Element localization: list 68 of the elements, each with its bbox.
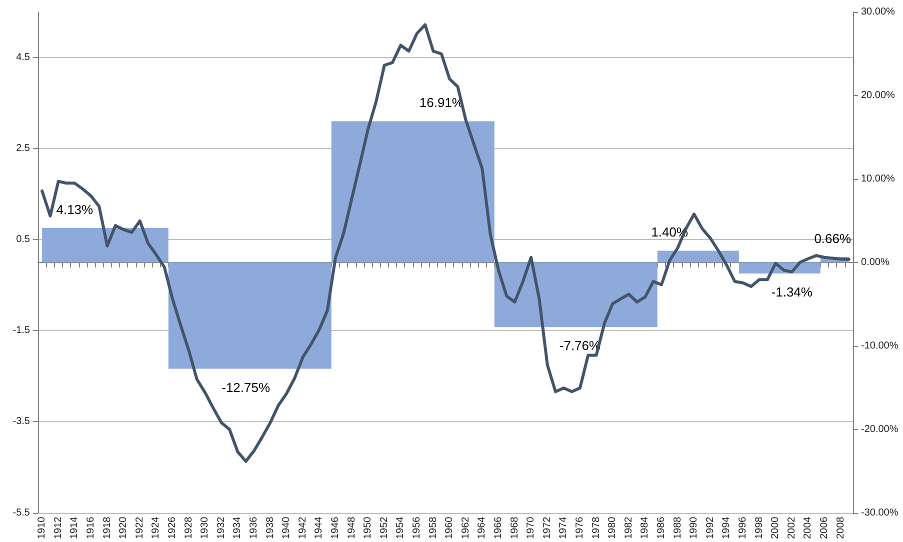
x-tick-label: 2002 bbox=[786, 516, 798, 540]
x-tick-label: 2008 bbox=[835, 516, 846, 540]
x-tick-label: 1936 bbox=[248, 516, 260, 540]
x-tick-label: 1958 bbox=[428, 516, 439, 540]
y-tick-label: 0.5 bbox=[16, 234, 30, 246]
data-label: 0.66% bbox=[814, 230, 852, 246]
y2-tick-label: 10.00% bbox=[861, 173, 896, 184]
data-label: 4.13% bbox=[56, 202, 94, 217]
y-tick-label: -5.5 bbox=[12, 507, 30, 518]
line-series bbox=[40, 23, 850, 463]
x-tick-label: 1950 bbox=[362, 516, 374, 540]
x-tick-label: 1994 bbox=[721, 516, 732, 540]
y-tick-label: 4.5 bbox=[16, 52, 30, 64]
x-tick-label: 1934 bbox=[232, 516, 244, 540]
x-tick-label: 1942 bbox=[297, 516, 308, 540]
x-tick-label: 1996 bbox=[737, 516, 748, 540]
x-tick-label: 2000 bbox=[770, 516, 782, 540]
x-tick-label: 1980 bbox=[607, 516, 618, 540]
x-tick-label: 1970 bbox=[526, 516, 537, 540]
x-tick-label: 1978 bbox=[590, 516, 602, 540]
x-tick-label: 1948 bbox=[346, 516, 358, 540]
x-tick-label: 1990 bbox=[688, 516, 700, 540]
x-tick-label: 1974 bbox=[558, 516, 570, 540]
x-tick-label: 2006 bbox=[818, 516, 830, 540]
x-tick-label: 1966 bbox=[492, 516, 504, 540]
x-tick-label: 1998 bbox=[754, 516, 765, 540]
x-tick-label: 1986 bbox=[656, 516, 667, 540]
y-tick-label: 2.5 bbox=[16, 143, 30, 154]
x-tick-label: 1962 bbox=[460, 516, 472, 540]
x-tick-label: 1918 bbox=[102, 516, 113, 540]
y2-tick-label: -10.00% bbox=[861, 340, 898, 352]
x-tick-label: 1964 bbox=[476, 516, 488, 540]
x-tick-label: 1932 bbox=[216, 516, 227, 540]
x-tick-label: 1992 bbox=[704, 516, 716, 540]
x-tick-label: 1926 bbox=[166, 516, 178, 540]
x-tick-label: 1954 bbox=[395, 516, 406, 540]
x-tick-label: 1988 bbox=[672, 516, 684, 540]
y2-tick-label: 0.00% bbox=[861, 256, 890, 268]
y2-tick-label: 30.00% bbox=[861, 6, 896, 18]
x-tick-label: 1916 bbox=[85, 516, 96, 540]
x-tick-label: 1910 bbox=[36, 516, 48, 540]
x-tick-label: 1928 bbox=[183, 516, 194, 540]
data-label: -12.75% bbox=[222, 380, 270, 395]
y-tick-label: -3.5 bbox=[12, 416, 30, 428]
x-tick-label: 1922 bbox=[134, 516, 146, 540]
x-tick-label: 1912 bbox=[52, 516, 64, 540]
x-tick-label: 1968 bbox=[509, 516, 520, 540]
x-tick-label: 1960 bbox=[444, 516, 456, 540]
x-tick-label: 1946 bbox=[330, 516, 341, 540]
x-tick-label: 1982 bbox=[623, 516, 634, 540]
y-tick-label: -1.5 bbox=[12, 325, 30, 336]
x-tick-label: 1924 bbox=[150, 516, 162, 540]
x-tick-label: 1940 bbox=[281, 516, 292, 540]
y2-tick-label: -20.00% bbox=[861, 424, 898, 435]
x-tick-label: 1938 bbox=[264, 516, 276, 540]
x-tick-label: 1976 bbox=[574, 516, 586, 540]
x-tick-label: 1914 bbox=[69, 516, 80, 540]
x-tick-label: 1984 bbox=[640, 516, 651, 540]
x-tick-label: 1920 bbox=[118, 516, 130, 540]
data-label: -1.34% bbox=[771, 284, 813, 300]
x-tick-label: 1952 bbox=[378, 516, 390, 540]
y2-tick-label: -30.00% bbox=[861, 507, 898, 518]
x-tick-label: 1930 bbox=[200, 516, 211, 540]
x-tick-label: 1972 bbox=[542, 516, 553, 540]
x-tick-label: 2004 bbox=[802, 516, 814, 540]
x-tick-label: 1944 bbox=[314, 516, 325, 540]
x-tick-label: 1956 bbox=[411, 516, 422, 540]
y2-tick-label: 20.00% bbox=[861, 90, 896, 101]
